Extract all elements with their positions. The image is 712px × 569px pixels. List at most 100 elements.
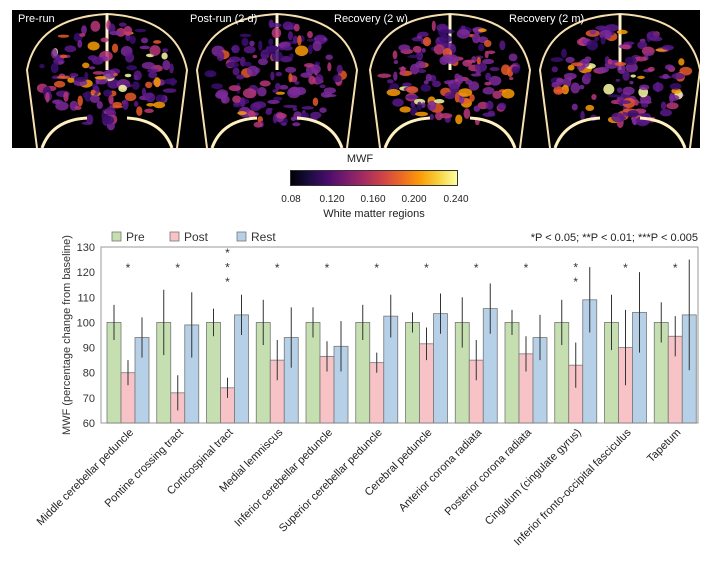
- wm-blob: [123, 25, 133, 37]
- wm-blob: [659, 109, 672, 117]
- wm-blob: [336, 64, 343, 74]
- wm-blob: [666, 102, 679, 110]
- significance-note: *P < 0.05; **P < 0.01; ***P < 0.005: [531, 232, 698, 244]
- wm-blob: [228, 85, 241, 92]
- wm-blob: [319, 84, 326, 89]
- wm-blob: [289, 53, 294, 59]
- wm-blob: [59, 54, 68, 59]
- wm-blob: [237, 111, 247, 116]
- wm-blob: [554, 89, 567, 93]
- wm-blob: [272, 96, 283, 101]
- significance-star: *: [573, 275, 578, 289]
- wm-blob: [486, 100, 494, 110]
- wm-blob: [671, 72, 685, 80]
- wm-blob: [622, 70, 630, 81]
- wm-blob: [132, 81, 140, 90]
- wm-blob: [162, 48, 169, 53]
- wm-blob: [398, 44, 411, 52]
- significance-star: *: [524, 261, 529, 275]
- wm-blob: [435, 111, 443, 121]
- wm-blob: [271, 27, 282, 39]
- wm-blob: [441, 29, 455, 34]
- wm-blob: [228, 56, 241, 63]
- wm-blob: [433, 99, 445, 104]
- wm-blob: [400, 66, 406, 76]
- wm-blob: [58, 60, 64, 65]
- wm-blob: [415, 111, 429, 117]
- wm-blob: [153, 40, 162, 44]
- wm-blob: [487, 110, 495, 116]
- wm-blob: [145, 92, 156, 103]
- x-tick-label: Posterior corona radiata: [443, 426, 535, 518]
- wm-blob: [79, 33, 86, 37]
- wm-blob: [565, 56, 575, 64]
- wm-blob: [433, 44, 445, 55]
- wm-blob: [603, 83, 615, 95]
- wm-blob: [508, 76, 514, 81]
- wm-blob: [312, 40, 322, 52]
- wm-blob: [315, 74, 324, 85]
- significance-star: *: [225, 246, 230, 260]
- panel-label-recovery-2m: Recovery (2 m): [509, 13, 585, 25]
- wm-blob: [586, 39, 599, 51]
- significance-star: *: [225, 275, 230, 289]
- wm-blob: [402, 82, 412, 87]
- wm-blob: [624, 56, 637, 66]
- wm-blob: [140, 37, 149, 44]
- wm-blob: [243, 61, 252, 67]
- wm-blob: [567, 64, 575, 71]
- wm-blob: [275, 71, 283, 77]
- wm-blob: [267, 99, 280, 104]
- wm-blob: [615, 78, 621, 82]
- wm-blob: [77, 39, 83, 48]
- wm-blob: [431, 80, 442, 88]
- legend-label-post: Post: [184, 230, 209, 244]
- wm-blob: [236, 74, 245, 80]
- wm-blob: [297, 35, 302, 46]
- wm-blob: [483, 40, 492, 48]
- brain-images: [25, 12, 702, 149]
- wm-blob: [271, 50, 283, 62]
- wm-blob: [661, 45, 674, 51]
- wm-blob: [118, 84, 127, 93]
- wm-blob: [643, 52, 654, 56]
- wm-blob: [319, 107, 327, 113]
- wm-blob: [74, 76, 87, 82]
- wm-blob: [163, 78, 178, 85]
- wm-blob: [303, 63, 315, 68]
- wm-blob: [252, 54, 258, 59]
- wm-blob: [417, 31, 429, 37]
- wm-blob: [456, 28, 471, 39]
- wm-blob: [247, 110, 256, 118]
- wm-blob: [94, 75, 107, 80]
- wm-blob: [465, 59, 476, 64]
- y-tick-label: 90: [83, 343, 95, 355]
- wm-blob: [139, 45, 151, 50]
- wm-blob: [580, 110, 585, 121]
- wm-blob: [484, 50, 489, 59]
- colorbar-tick: 0.200: [401, 194, 427, 205]
- wm-blob: [469, 94, 475, 102]
- wm-blob: [126, 65, 138, 71]
- wm-blob: [474, 62, 488, 73]
- wm-blob: [153, 101, 166, 109]
- wm-blob: [600, 36, 606, 45]
- wm-blob: [570, 62, 583, 67]
- x-tick-label: Inferior cerebellar peduncle: [232, 427, 335, 530]
- wm-blob: [86, 114, 94, 125]
- wm-blob: [591, 93, 597, 101]
- wm-blob: [64, 45, 77, 53]
- colorbar: [290, 170, 458, 186]
- wm-blob: [457, 74, 464, 84]
- wm-blob: [241, 37, 249, 47]
- wm-blob: [449, 82, 460, 94]
- y-tick-label: 120: [77, 267, 95, 279]
- wm-blob: [641, 102, 649, 108]
- wm-blob: [162, 60, 171, 71]
- wm-blob: [249, 40, 255, 47]
- wm-blob: [261, 51, 274, 55]
- wm-blob: [630, 74, 636, 78]
- plot-frame: [100, 246, 699, 424]
- wm-blob: [91, 56, 104, 65]
- wm-blob: [266, 107, 273, 111]
